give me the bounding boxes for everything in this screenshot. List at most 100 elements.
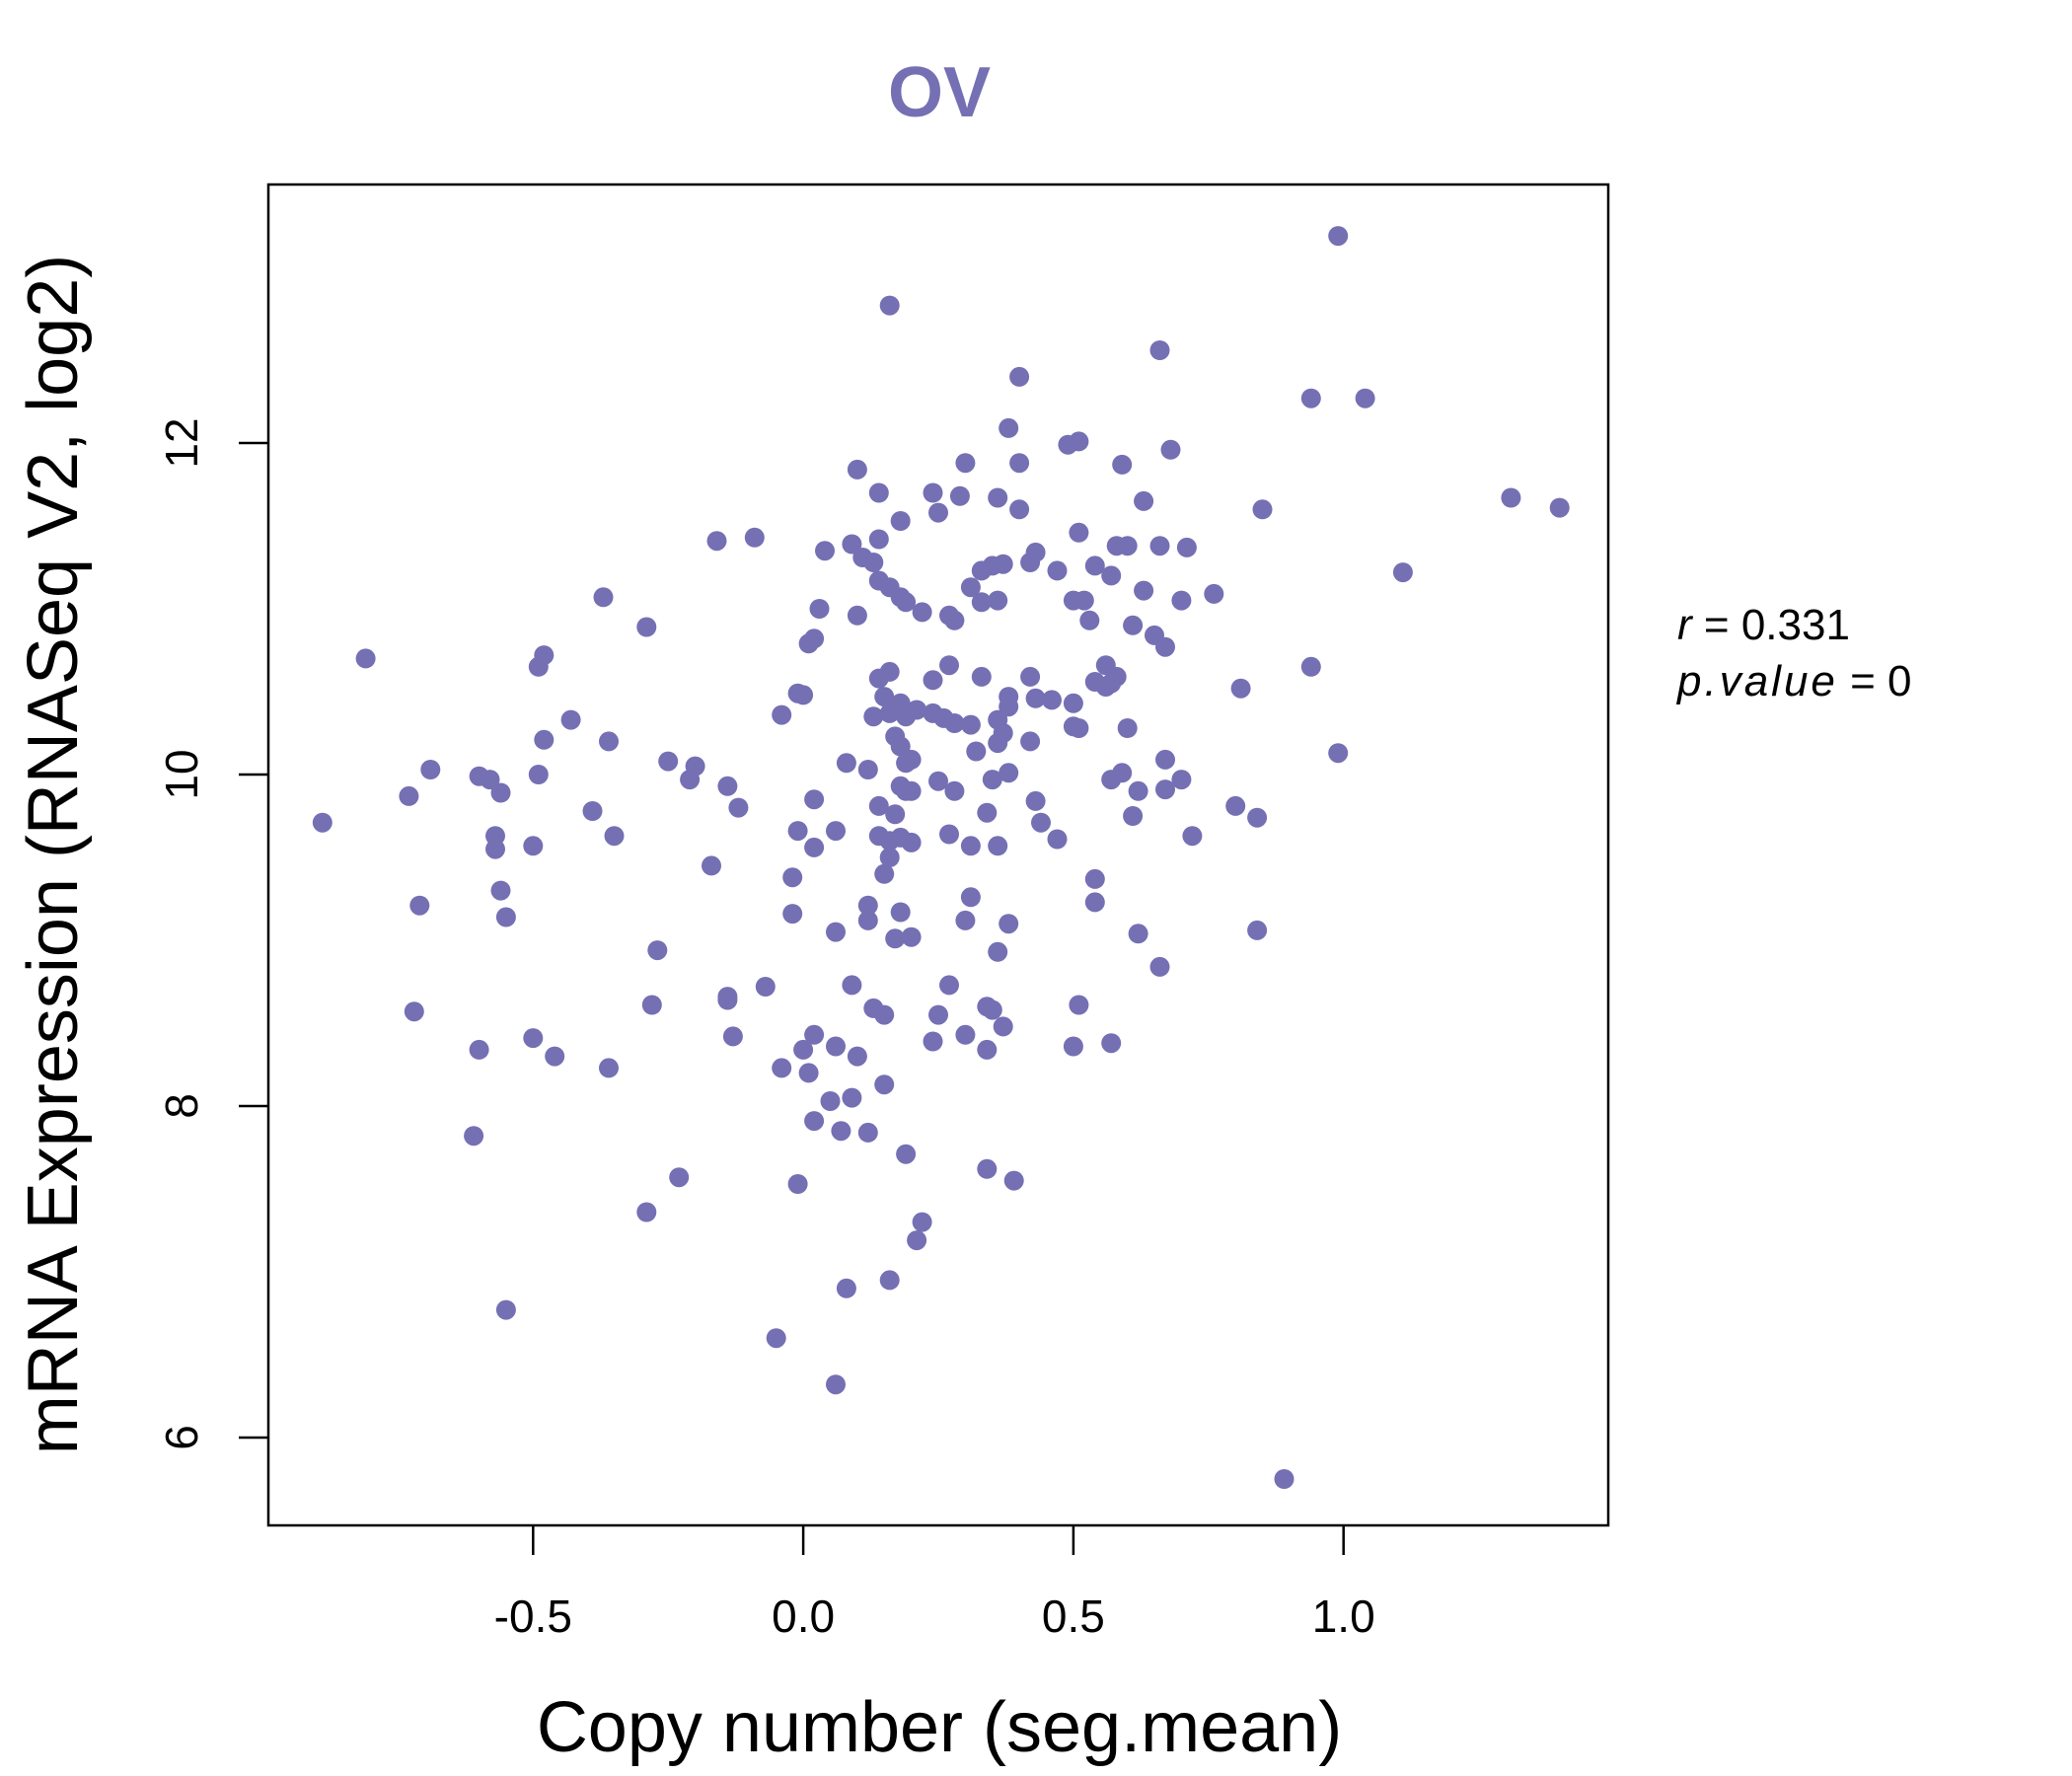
data-point: [782, 867, 803, 888]
data-point: [1047, 560, 1068, 581]
data-points: [312, 226, 1570, 1489]
data-point: [495, 1299, 516, 1320]
data-point: [890, 736, 911, 757]
data-point: [755, 977, 776, 997]
data-point: [982, 770, 1002, 790]
data-point: [879, 295, 900, 316]
x-axis: -0.5 0.0 0.5 1.0: [494, 1525, 1375, 1642]
data-point: [857, 1122, 878, 1143]
data-point: [1149, 340, 1170, 360]
data-point: [868, 482, 889, 503]
data-point: [879, 831, 900, 851]
data-point: [988, 836, 1008, 856]
data-point: [1328, 226, 1349, 247]
data-point: [1171, 590, 1192, 611]
data-point: [1501, 487, 1521, 508]
data-point: [772, 1058, 792, 1078]
data-point: [896, 706, 917, 727]
data-point: [804, 1024, 825, 1045]
data-point: [582, 801, 603, 821]
data-point: [960, 836, 981, 856]
data-point: [593, 587, 614, 608]
data-point: [1063, 1036, 1083, 1057]
data-point: [923, 670, 943, 691]
data-point: [636, 1202, 657, 1222]
data-point: [993, 1016, 1013, 1037]
data-point: [355, 648, 376, 669]
data-point: [907, 1230, 927, 1251]
data-point: [1225, 795, 1246, 816]
data-point: [1230, 678, 1251, 699]
data-point: [809, 599, 830, 619]
data-point: [1009, 366, 1030, 387]
data-point: [717, 990, 738, 1010]
data-point: [1176, 537, 1197, 557]
data-point: [885, 804, 906, 825]
data-point: [939, 655, 959, 676]
y-tick-label: 6: [156, 1425, 207, 1450]
data-point: [988, 487, 1008, 508]
data-point: [409, 895, 430, 916]
data-point: [966, 741, 987, 762]
data-point: [485, 839, 505, 859]
data-point: [1155, 636, 1175, 657]
data-point: [1020, 666, 1041, 687]
data-point: [772, 704, 792, 725]
data-point: [728, 797, 749, 818]
y-tick-label: 8: [156, 1093, 207, 1119]
data-point: [826, 922, 846, 942]
data-point: [971, 592, 992, 613]
data-point: [1328, 743, 1349, 764]
data-point: [901, 780, 922, 801]
data-point: [702, 855, 721, 876]
data-point: [874, 1004, 895, 1025]
data-point: [896, 1144, 917, 1164]
data-point: [868, 668, 889, 689]
data-point: [1128, 780, 1148, 801]
data-point: [857, 895, 878, 916]
data-point: [523, 1028, 544, 1049]
data-point: [988, 733, 1008, 754]
data-point: [960, 577, 981, 598]
data-point: [939, 824, 959, 845]
data-point: [820, 1091, 841, 1111]
data-point: [826, 1036, 846, 1057]
r-value: 0.331: [1741, 601, 1850, 649]
data-point: [836, 753, 856, 774]
data-point: [971, 560, 992, 581]
data-point: [1058, 434, 1078, 455]
r-equals: =: [1692, 601, 1741, 649]
data-point: [847, 459, 867, 480]
data-point: [782, 904, 803, 925]
data-point: [857, 760, 878, 779]
data-point: [545, 1046, 565, 1067]
data-point: [836, 1278, 856, 1298]
data-point: [798, 633, 819, 654]
data-point: [912, 602, 932, 623]
data-point: [717, 776, 738, 796]
data-point: [842, 1087, 862, 1108]
data-point: [1101, 770, 1122, 790]
data-point: [1549, 497, 1570, 518]
data-point: [1020, 731, 1041, 752]
data-point: [928, 502, 948, 523]
data-point: [988, 590, 1008, 611]
data-point: [928, 771, 948, 791]
data-point: [534, 729, 555, 750]
p-symbol: p.value: [1675, 657, 1838, 705]
data-point: [420, 760, 441, 779]
data-point: [1252, 499, 1273, 520]
data-point: [857, 910, 878, 930]
data-point: [641, 995, 662, 1015]
data-point: [1101, 1033, 1122, 1054]
data-point: [960, 714, 981, 735]
data-point: [1117, 718, 1138, 738]
p-value: 0: [1887, 657, 1911, 705]
data-point: [1160, 439, 1181, 460]
data-point: [939, 975, 959, 996]
data-point: [826, 821, 846, 842]
data-point: [793, 1039, 814, 1060]
data-point: [1069, 522, 1089, 543]
data-point: [647, 940, 668, 961]
